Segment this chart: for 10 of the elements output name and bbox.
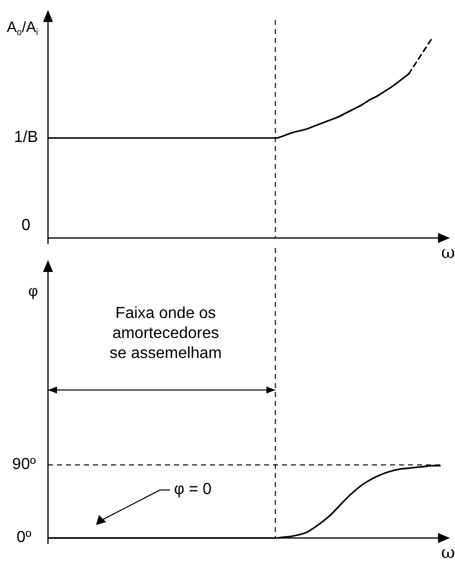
y-tick-label: 0º (16, 529, 32, 546)
y-tick-label: 90º (12, 456, 36, 474)
x-axis-title: ω (441, 243, 455, 263)
text: 1/B (14, 129, 38, 146)
x-axis-title: ω (441, 543, 455, 563)
y-axis-title: φ (28, 282, 38, 300)
annotation: φ = 0 (174, 481, 212, 498)
y-axis-title: A$_{o}$/A$_{i}$ (6, 18, 38, 38)
annotation: Faixa onde os amortecedores se assemelham (110, 305, 222, 362)
text: 0 (22, 217, 31, 234)
